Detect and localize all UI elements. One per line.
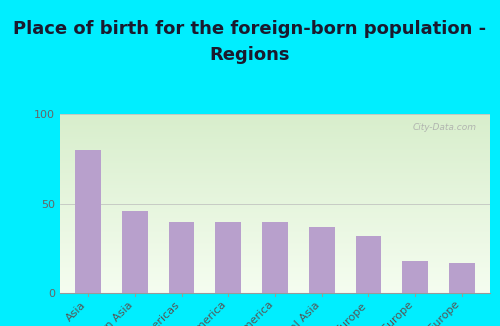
Bar: [309, 227, 334, 293]
Text: Europe: Europe: [334, 300, 368, 326]
Bar: [356, 236, 382, 293]
Text: Place of birth for the foreign-born population -: Place of birth for the foreign-born popu…: [14, 20, 486, 37]
Text: South Central Asia: South Central Asia: [242, 300, 322, 326]
Bar: [122, 211, 148, 293]
Bar: [216, 222, 241, 293]
Text: Central America: Central America: [204, 300, 275, 326]
Bar: [449, 263, 475, 293]
Text: Eastern Europe: Eastern Europe: [348, 300, 415, 326]
Text: Western Europe: Western Europe: [392, 300, 462, 326]
Text: Americas: Americas: [138, 300, 182, 326]
Bar: [262, 222, 288, 293]
Text: Latin America: Latin America: [166, 300, 228, 326]
Bar: [402, 261, 428, 293]
Text: Regions: Regions: [210, 46, 290, 64]
Text: Western Asia: Western Asia: [76, 300, 135, 326]
Text: City-Data.com: City-Data.com: [413, 123, 477, 132]
Text: Asia: Asia: [64, 300, 88, 323]
Bar: [168, 222, 194, 293]
Bar: [75, 150, 101, 293]
